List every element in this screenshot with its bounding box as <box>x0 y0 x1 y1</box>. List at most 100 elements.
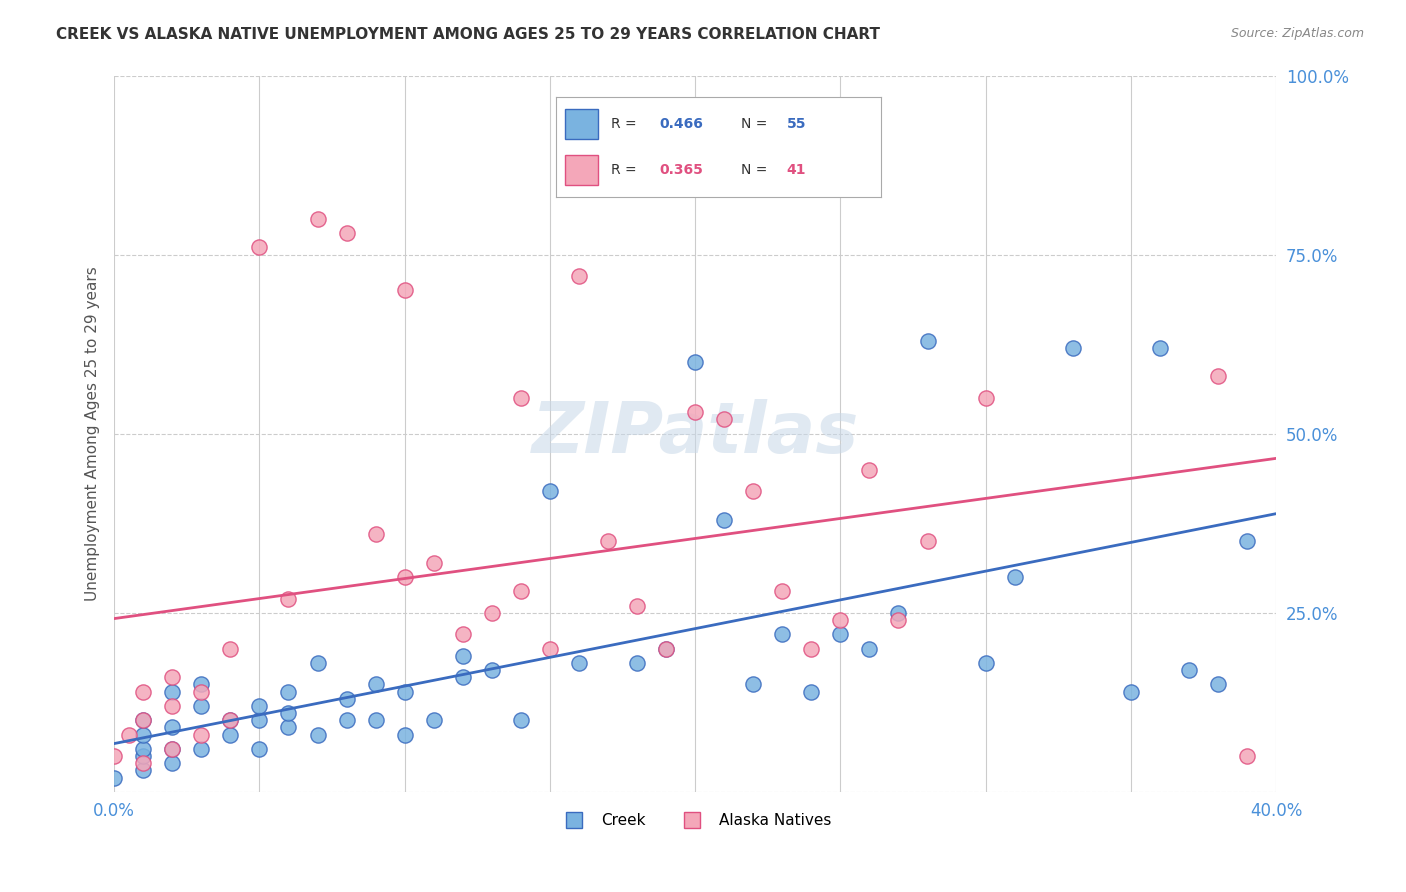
Point <box>509 714 531 728</box>
Point <box>1149 341 1171 355</box>
Point <box>626 656 648 670</box>
Point <box>132 684 155 698</box>
Text: Source: ZipAtlas.com: Source: ZipAtlas.com <box>1230 27 1364 40</box>
Point <box>190 728 212 742</box>
Point <box>277 684 299 698</box>
Text: ZIPatlas: ZIPatlas <box>531 400 859 468</box>
Point <box>394 728 416 742</box>
Point <box>162 756 184 771</box>
Point <box>190 742 212 756</box>
Point <box>830 613 852 627</box>
Point <box>249 698 271 713</box>
Point <box>277 721 299 735</box>
Point <box>481 663 503 677</box>
Point <box>1004 570 1026 584</box>
Point <box>481 606 503 620</box>
Point <box>132 714 155 728</box>
Point <box>770 627 793 641</box>
Point <box>162 684 184 698</box>
Point <box>830 627 852 641</box>
Point <box>451 627 474 641</box>
Point <box>858 462 880 476</box>
Point <box>364 714 387 728</box>
Point <box>917 534 939 549</box>
Point <box>103 771 125 785</box>
Point <box>190 698 212 713</box>
Point <box>249 240 271 254</box>
Point <box>219 714 242 728</box>
Point <box>655 641 678 656</box>
Point <box>219 641 242 656</box>
Point <box>132 742 155 756</box>
Point <box>770 584 793 599</box>
Point <box>132 756 155 771</box>
Y-axis label: Unemployment Among Ages 25 to 29 years: Unemployment Among Ages 25 to 29 years <box>86 267 100 601</box>
Point <box>1178 663 1201 677</box>
Point <box>1119 684 1142 698</box>
Point <box>858 641 880 656</box>
Point <box>277 591 299 606</box>
Point <box>364 677 387 691</box>
Point <box>307 656 329 670</box>
Point <box>742 484 765 499</box>
Point <box>568 656 591 670</box>
Point <box>219 728 242 742</box>
Point <box>713 513 735 527</box>
Point <box>800 684 823 698</box>
Point <box>190 684 212 698</box>
Point <box>509 584 531 599</box>
Point <box>277 706 299 720</box>
Point <box>162 698 184 713</box>
Point <box>683 355 706 369</box>
Point <box>249 714 271 728</box>
Point <box>742 677 765 691</box>
Point <box>596 534 619 549</box>
Point <box>887 606 910 620</box>
Point <box>1236 534 1258 549</box>
Point <box>162 742 184 756</box>
Point <box>655 641 678 656</box>
Point <box>335 691 357 706</box>
Point <box>364 527 387 541</box>
Point <box>887 613 910 627</box>
Point <box>451 670 474 684</box>
Point <box>162 670 184 684</box>
Point <box>132 749 155 764</box>
Point <box>683 405 706 419</box>
Point <box>394 284 416 298</box>
Point <box>335 714 357 728</box>
Point <box>118 728 141 742</box>
Point <box>1236 749 1258 764</box>
Point <box>917 334 939 348</box>
Point <box>1206 369 1229 384</box>
Point <box>626 599 648 613</box>
Point <box>335 226 357 240</box>
Point <box>394 570 416 584</box>
Point <box>800 641 823 656</box>
Point <box>538 641 561 656</box>
Point <box>538 484 561 499</box>
Point <box>307 728 329 742</box>
Point <box>509 391 531 405</box>
Point <box>422 556 444 570</box>
Point <box>162 742 184 756</box>
Point <box>974 391 997 405</box>
Point <box>422 714 444 728</box>
Point <box>190 677 212 691</box>
Point <box>568 269 591 284</box>
Point <box>1062 341 1084 355</box>
Point <box>162 721 184 735</box>
Point <box>103 749 125 764</box>
Point <box>1206 677 1229 691</box>
Point <box>713 412 735 426</box>
Point <box>307 211 329 226</box>
Point <box>394 684 416 698</box>
Point <box>132 728 155 742</box>
Point <box>132 714 155 728</box>
Point <box>132 764 155 778</box>
Point <box>974 656 997 670</box>
Point <box>451 648 474 663</box>
Point <box>249 742 271 756</box>
Point <box>219 714 242 728</box>
Legend: Creek, Alaska Natives: Creek, Alaska Natives <box>553 807 838 835</box>
